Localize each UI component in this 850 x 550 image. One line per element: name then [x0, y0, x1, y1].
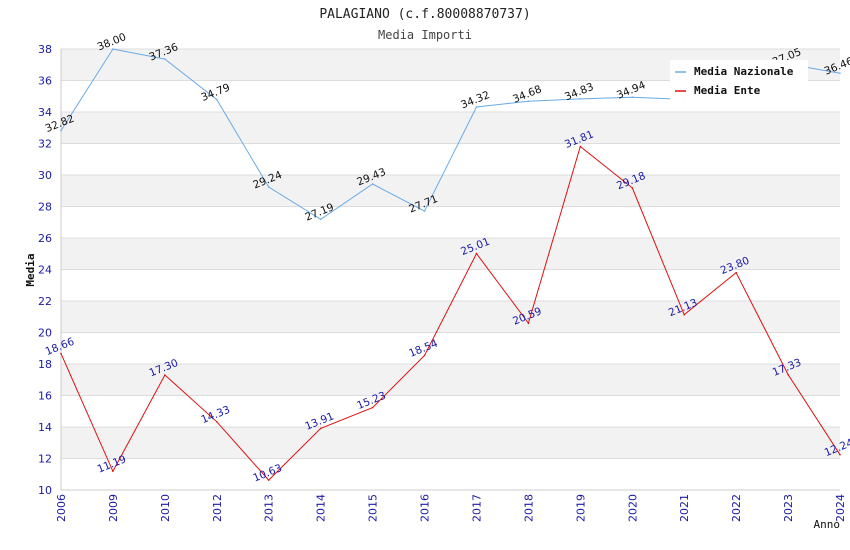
- grid-band: [61, 175, 840, 207]
- data-point: [839, 453, 841, 456]
- x-tick-label: 2022: [730, 494, 743, 522]
- y-tick-label: 38: [38, 43, 52, 56]
- y-tick-label: 32: [38, 138, 52, 151]
- legend: Media Nazionale Media Ente: [670, 60, 808, 100]
- data-point: [475, 106, 478, 108]
- grid-band: [61, 427, 840, 459]
- data-point: [475, 252, 478, 255]
- data-point: [579, 98, 582, 100]
- data-point: [112, 48, 114, 50]
- y-tick-label: 10: [38, 484, 52, 497]
- data-point: [319, 427, 322, 430]
- grid-band: [61, 395, 840, 427]
- y-tick-label: 14: [38, 421, 52, 434]
- grid-lines: [60, 48, 840, 491]
- data-point: [371, 183, 374, 185]
- x-tick-label: 2009: [107, 494, 120, 522]
- x-tick-label: 2019: [574, 494, 587, 522]
- data-point: [267, 186, 270, 188]
- x-tick-label: 2012: [211, 494, 224, 522]
- y-tick-label: 34: [38, 106, 52, 119]
- y-tick-label: 28: [38, 201, 52, 214]
- data-point: [579, 145, 582, 148]
- x-tick-label: 2020: [626, 494, 639, 522]
- data-point: [216, 98, 218, 101]
- y-axis-ticks: 10 12 14 16 18 20 22 24 26 28 30 32 34 36 38: [38, 43, 52, 497]
- grid-band: [61, 112, 840, 144]
- data-point: [423, 354, 426, 357]
- x-axis-ticks: 2006 2009 2010 2012 2013 2014 2015 2016 2017 2018…: [55, 494, 847, 522]
- grid-band: [61, 332, 840, 364]
- x-tick-label: 2018: [522, 494, 535, 522]
- legend-label-nazionale: Media Nazionale: [694, 65, 794, 78]
- y-tick-label: 12: [38, 453, 52, 466]
- grid-band: [61, 238, 840, 270]
- grid-band: [61, 364, 840, 396]
- x-tick-label: 2016: [419, 494, 432, 522]
- data-point: [60, 129, 62, 132]
- y-tick-label: 18: [38, 358, 52, 371]
- y-tick-label: 20: [38, 327, 52, 340]
- data-point: [216, 421, 218, 423]
- x-tick-label: 2010: [159, 494, 172, 522]
- data-point: [631, 96, 634, 98]
- legend-label-ente: Media Ente: [694, 84, 761, 97]
- data-point: [164, 374, 166, 376]
- y-tick-label: 22: [38, 295, 52, 308]
- legend-box: [670, 60, 808, 100]
- y-tick-label: 16: [38, 390, 52, 403]
- grid-bands: [61, 49, 840, 490]
- series-line-media-ente: [60, 145, 841, 481]
- data-point: [319, 218, 322, 221]
- data-point: [527, 322, 530, 325]
- data-point: [423, 210, 426, 212]
- x-tick-label: 2017: [470, 494, 483, 522]
- data-point: [787, 373, 789, 376]
- x-tick-label: 2015: [367, 494, 380, 522]
- data-point: [735, 271, 737, 274]
- y-tick-label: 36: [38, 75, 52, 88]
- chart-subtitle: Media Importi: [378, 28, 472, 42]
- y-tick-label: 24: [38, 264, 52, 277]
- y-axis-label: Media: [24, 253, 37, 286]
- data-point: [164, 58, 166, 60]
- data-point: [839, 72, 841, 75]
- data-point: [60, 352, 62, 355]
- x-tick-label: 2021: [678, 494, 691, 522]
- grid-band: [61, 301, 840, 333]
- x-tick-label: 2006: [55, 494, 68, 522]
- grid-band: [61, 269, 840, 301]
- x-tick-label: 2024: [834, 494, 847, 522]
- data-point: [683, 313, 685, 316]
- data-point: [527, 100, 530, 103]
- x-tick-label: 2013: [263, 494, 276, 522]
- x-tick-label: 2014: [315, 494, 328, 522]
- data-point: [267, 479, 270, 481]
- y-tick-label: 26: [38, 232, 52, 245]
- y-tick-label: 30: [38, 169, 52, 182]
- x-tick-label: 2023: [782, 494, 795, 522]
- data-point: [371, 406, 374, 409]
- grid-band: [61, 458, 840, 490]
- grid-band: [61, 206, 840, 238]
- data-point: [631, 187, 634, 189]
- x-axis-label: Anno: [814, 518, 841, 531]
- data-point: [112, 470, 114, 473]
- chart-title: PALAGIANO (c.f.80008870737): [319, 7, 530, 22]
